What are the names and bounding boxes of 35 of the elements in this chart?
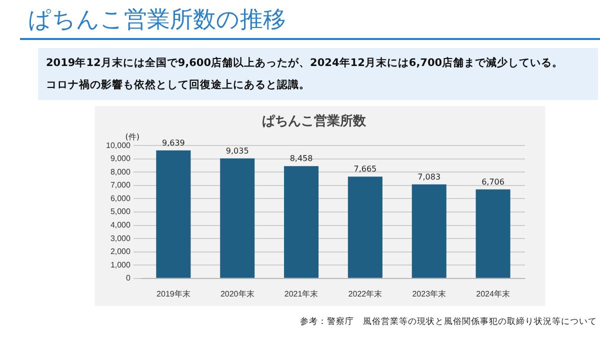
- data-label: 6,706: [482, 177, 504, 186]
- data-label: 8,458: [290, 154, 313, 164]
- x-tick-label: 2019年末: [156, 289, 190, 298]
- y-tick-label: 7,000: [110, 180, 132, 190]
- y-tick-label: 8,000: [110, 167, 132, 176]
- y-tick-label: 2,000: [110, 247, 132, 256]
- y-tick-label: 10,000: [106, 140, 132, 150]
- data-label: 7,665: [354, 164, 377, 174]
- y-tick-label: 0: [126, 274, 132, 283]
- text: コロナ禍の影響も依然として回復途上にあると認識。: [46, 78, 311, 93]
- bar: [476, 189, 510, 278]
- y-tick-label: 5,000: [110, 207, 132, 216]
- chart-title: ぱちんこ営業所数の推移: [28, 6, 286, 35]
- bar: [156, 150, 191, 278]
- y-axis-title: (件): [125, 132, 140, 142]
- text: 2019年12月末には全国で9,600店舗以上あったが、2024年12月末には6,700店舗まで減少している。: [46, 56, 564, 71]
- y-tick-label: 4,000: [110, 220, 132, 230]
- bar: [284, 166, 319, 278]
- x-tick-label: 2020年末: [220, 289, 254, 298]
- x-tick-label: 2021年末: [284, 289, 318, 298]
- y-tick-label: 9,000: [110, 154, 132, 164]
- y-tick-label: 3,000: [110, 234, 132, 243]
- bar: [412, 184, 446, 278]
- bar: [348, 176, 382, 278]
- data-label: 9,035: [226, 146, 249, 156]
- data-label: 7,083: [418, 172, 441, 182]
- x-tick-label: 2023年末: [412, 289, 446, 298]
- bar: [220, 158, 255, 278]
- y-tick-label: 1,000: [110, 260, 132, 270]
- y-tick-label: 6,000: [110, 194, 132, 203]
- text: 参考：警察庁 風俗営業等の現状と風俗関係事犯の取締り状況等について: [300, 316, 597, 328]
- x-tick-label: 2024年末: [476, 289, 510, 298]
- x-tick-label: 2022年末: [348, 289, 382, 298]
- data-label: 9,639: [162, 138, 185, 148]
- chart-subtitle: ぱちんこ営業所数: [262, 113, 367, 130]
